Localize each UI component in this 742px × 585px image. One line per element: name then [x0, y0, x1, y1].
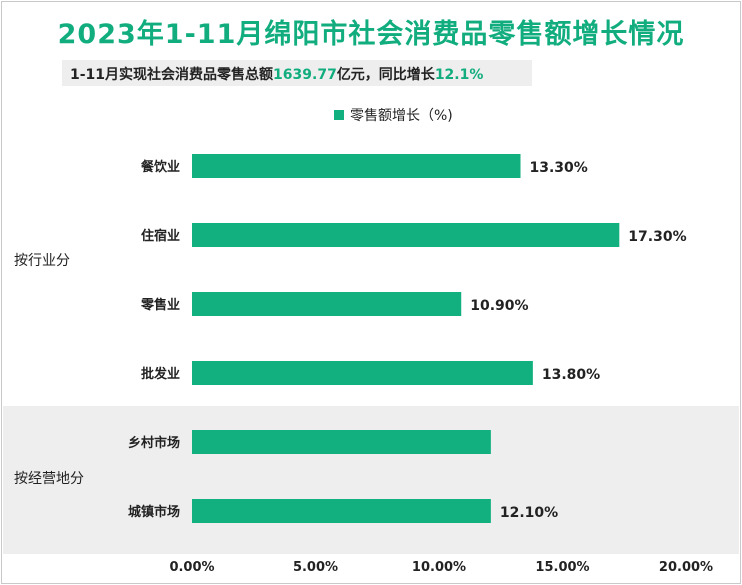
x-tick-label: 10.00%	[412, 560, 466, 575]
subtitle-prefix: 1-11月实现社会消费品零售总额	[70, 67, 274, 83]
subtitle-total: 1639.77	[273, 67, 337, 83]
group-label: 按行业分	[14, 253, 70, 269]
chart-legend: 零售额增长（%)	[334, 105, 453, 125]
category-label: 批发业	[141, 366, 180, 382]
category-label: 城镇市场	[128, 504, 180, 520]
chart-title: 2023年1-11月绵阳市社会消费品零售额增长情况	[57, 19, 685, 50]
group-label: 按经营地分	[14, 471, 84, 487]
data-label: 17.30%	[628, 229, 686, 245]
data-label: 13.80%	[542, 367, 600, 383]
x-tick-label: 15.00%	[535, 560, 589, 575]
x-tick-label: 0.00%	[169, 560, 214, 575]
subtitle-banner	[62, 60, 532, 86]
subtitle-middle: 亿元，同比增长	[336, 67, 435, 83]
data-label: 10.90%	[470, 298, 528, 314]
bar	[192, 361, 533, 385]
subtitle-growth: 12.1%	[434, 67, 484, 83]
bar	[192, 499, 491, 523]
legend-swatch	[334, 110, 344, 120]
data-label: 13.30%	[530, 160, 588, 176]
group-band	[3, 406, 739, 554]
chart-subtitle: 1-11月实现社会消费品零售总额1639.77亿元，同比增长12.1%	[70, 64, 483, 84]
category-label: 乡村市场	[128, 435, 180, 451]
x-tick-label: 5.00%	[293, 560, 338, 575]
bar	[192, 154, 521, 178]
bar	[192, 430, 491, 454]
x-tick-label: 20.00%	[659, 560, 713, 575]
category-label: 零售业	[140, 297, 180, 313]
data-label: 12.10%	[500, 505, 558, 521]
category-label: 餐饮业	[140, 159, 180, 175]
category-label: 住宿业	[141, 228, 180, 244]
legend-label: 零售额增长（%)	[350, 108, 453, 124]
bar	[192, 223, 620, 247]
bar	[192, 292, 462, 316]
